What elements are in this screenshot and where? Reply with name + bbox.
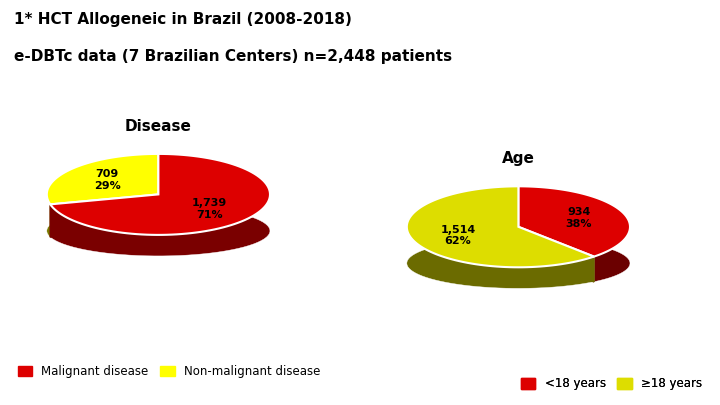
Text: 934
38%: 934 38%	[565, 207, 592, 229]
Polygon shape	[518, 186, 630, 282]
Polygon shape	[47, 154, 158, 237]
Polygon shape	[50, 154, 270, 235]
Polygon shape	[50, 154, 270, 256]
Text: Disease: Disease	[125, 119, 192, 134]
Text: 709
29%: 709 29%	[94, 169, 121, 191]
Polygon shape	[407, 186, 594, 288]
Polygon shape	[518, 227, 594, 282]
Text: 1* HCT Allogeneic in Brazil (2008-2018): 1* HCT Allogeneic in Brazil (2008-2018)	[14, 12, 352, 27]
Polygon shape	[50, 194, 158, 237]
Text: e-DBTc data (7 Brazilian Centers) n=2,448 patients: e-DBTc data (7 Brazilian Centers) n=2,44…	[14, 49, 453, 64]
Polygon shape	[50, 194, 158, 237]
Polygon shape	[518, 227, 594, 282]
Text: Age: Age	[502, 151, 535, 166]
Polygon shape	[407, 186, 594, 267]
Text: 1,514
62%: 1,514 62%	[441, 224, 476, 246]
Legend: <18 years, ≥18 years: <18 years, ≥18 years	[516, 373, 707, 395]
Text: 1,739
71%: 1,739 71%	[192, 198, 227, 220]
Polygon shape	[47, 154, 158, 205]
Polygon shape	[518, 186, 630, 257]
